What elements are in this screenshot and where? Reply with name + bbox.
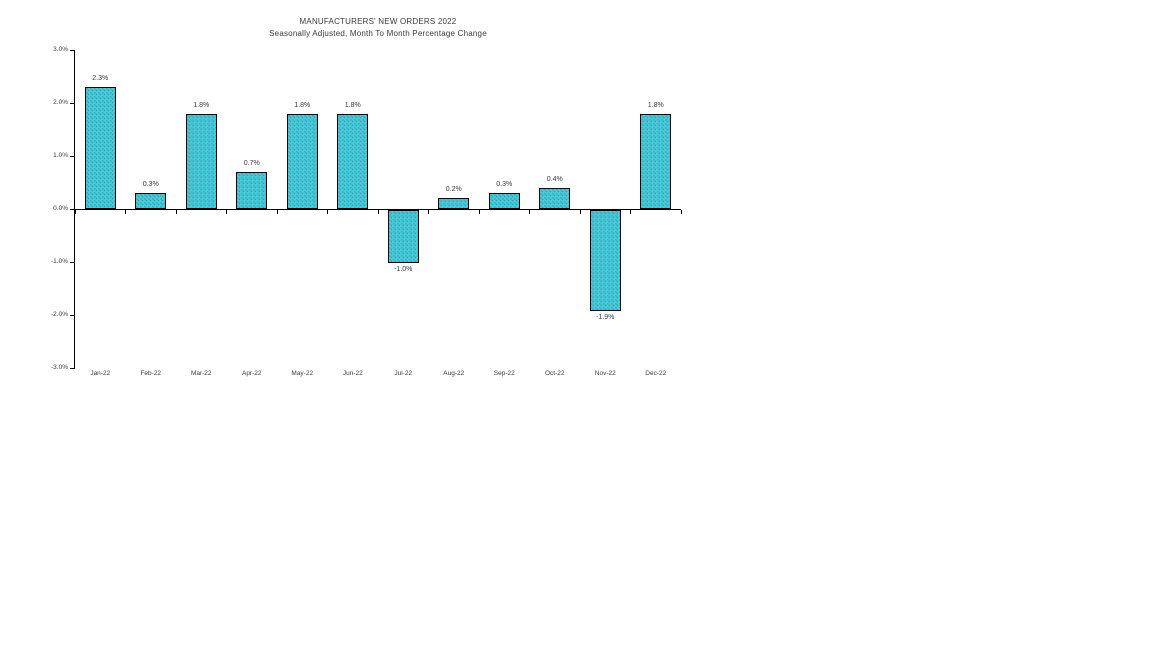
x-axis-tick bbox=[226, 210, 227, 214]
x-axis-tick bbox=[579, 210, 581, 214]
bar-Apr-22 bbox=[236, 171, 268, 209]
y-tick-label: -3.0% bbox=[51, 364, 68, 371]
x-tick-label: Apr-22 bbox=[241, 370, 262, 377]
x-axis-tick bbox=[276, 210, 278, 214]
y-tick-label: -1.0% bbox=[51, 258, 68, 265]
x-axis-tick bbox=[630, 210, 631, 214]
x-tick-label: Aug-22 bbox=[443, 370, 465, 377]
bar-Feb-22 bbox=[135, 193, 167, 209]
bar-data-label: 0.4% bbox=[546, 175, 563, 183]
bar-Jun-22 bbox=[337, 113, 369, 209]
bar-data-label: 1.8% bbox=[294, 101, 311, 109]
x-tick-label: May-22 bbox=[291, 370, 314, 377]
x-axis-tick bbox=[74, 210, 76, 214]
bar-Dec-22 bbox=[640, 113, 672, 209]
bar-data-label: 1.8% bbox=[344, 101, 361, 109]
bar-Nov-22 bbox=[589, 210, 621, 311]
bar-data-label: 1.8% bbox=[647, 101, 664, 109]
bar-Sep-22 bbox=[488, 193, 520, 209]
y-tick-label: 0.0% bbox=[53, 205, 68, 212]
x-tick-label: Mar-22 bbox=[190, 370, 212, 377]
x-axis-tick bbox=[428, 210, 429, 214]
y-axis-tick bbox=[70, 314, 74, 316]
x-tick-label: Dec-22 bbox=[645, 370, 667, 377]
x-axis-tick bbox=[529, 210, 530, 214]
bar-data-label: 0.3% bbox=[496, 181, 513, 189]
y-tick-label: -2.0% bbox=[51, 311, 68, 318]
y-tick-label: 2.0% bbox=[53, 99, 68, 106]
x-axis-tick bbox=[175, 210, 177, 214]
bar-Jul-22 bbox=[387, 210, 419, 263]
bar-chart: MANUFACTURERS' NEW ORDERS 2022 Seasonall… bbox=[0, 0, 720, 400]
bar-May-22 bbox=[286, 113, 318, 209]
bar-data-label: 1.8% bbox=[193, 101, 210, 109]
bar-Oct-22 bbox=[539, 187, 571, 209]
chart-title: MANUFACTURERS' NEW ORDERS 2022 bbox=[299, 17, 457, 26]
y-tick-label: 3.0% bbox=[53, 46, 68, 53]
x-axis-zero-line bbox=[74, 209, 681, 210]
x-axis-tick bbox=[125, 210, 126, 214]
chart-subtitle: Seasonally Adjusted, Month To Month Perc… bbox=[269, 29, 487, 38]
bar-data-label: 0.3% bbox=[142, 181, 159, 189]
y-axis-tick bbox=[70, 49, 74, 51]
x-tick-label: Jul-22 bbox=[394, 370, 413, 377]
x-tick-label: Oct-22 bbox=[544, 370, 565, 377]
x-tick-label: Feb-22 bbox=[140, 370, 162, 377]
x-axis-tick bbox=[377, 210, 379, 214]
bar-data-label: 0.7% bbox=[243, 159, 260, 167]
y-axis-tick bbox=[70, 208, 74, 210]
x-tick-label: Jan-22 bbox=[90, 370, 111, 377]
x-axis-tick bbox=[478, 210, 480, 214]
bar-data-label: 0.2% bbox=[445, 186, 462, 194]
y-tick-label: 1.0% bbox=[53, 152, 68, 159]
y-axis-tick bbox=[70, 102, 74, 104]
y-axis-tick bbox=[70, 261, 74, 263]
x-tick-label: Sep-22 bbox=[493, 370, 515, 377]
x-tick-label: Jun-22 bbox=[342, 370, 363, 377]
y-axis-tick bbox=[70, 155, 74, 157]
x-tick-label: Nov-22 bbox=[594, 370, 616, 377]
x-axis-tick bbox=[680, 210, 682, 214]
y-axis-tick bbox=[70, 367, 74, 369]
bar-data-label: -1.9% bbox=[596, 313, 615, 321]
bar-data-label: 2.3% bbox=[92, 75, 109, 83]
bar-Aug-22 bbox=[438, 198, 470, 209]
bar-Jan-22 bbox=[84, 87, 116, 209]
bar-data-label: -1.0% bbox=[394, 266, 413, 273]
plot-area: 3.0% 2.0% 1.0% 0.0% -1.0% -2.0% -3.0% Jan-22 Feb… bbox=[51, 46, 682, 377]
x-axis-tick bbox=[327, 210, 328, 214]
bar-Mar-22 bbox=[185, 113, 217, 209]
